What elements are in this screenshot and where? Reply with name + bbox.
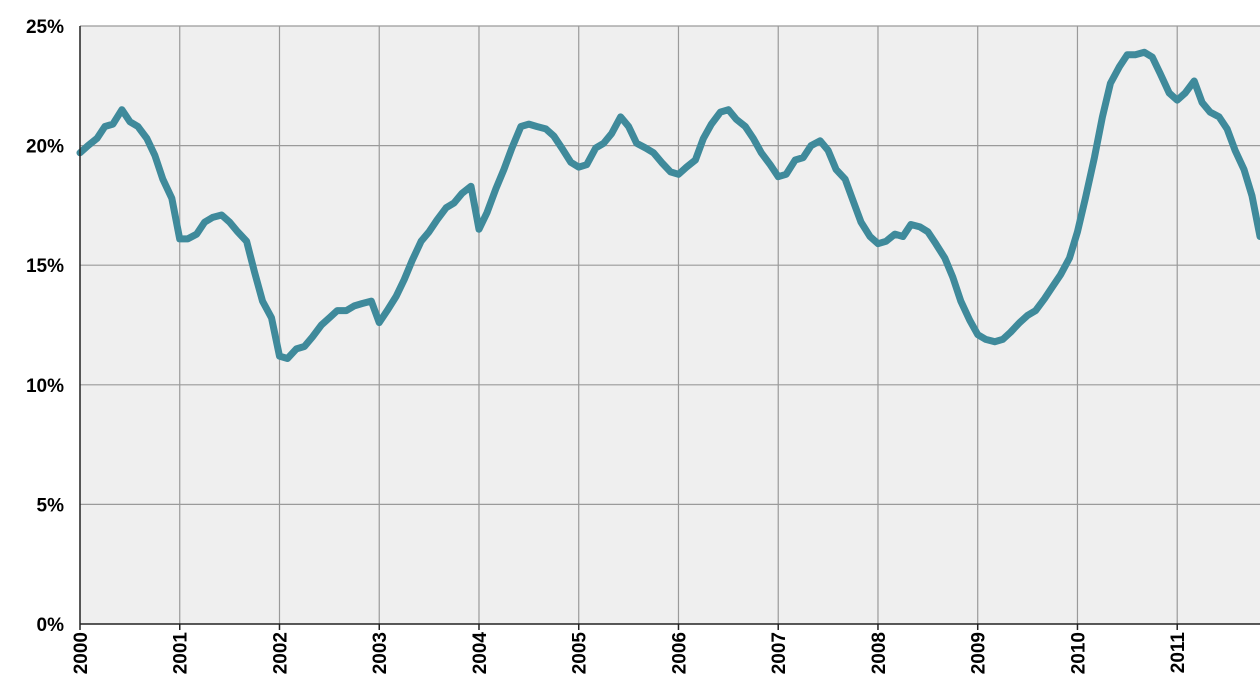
x-tick-label: 2000 — [71, 632, 92, 674]
x-tick-label: 2011 — [1168, 632, 1189, 674]
series-layer — [76, 48, 1260, 362]
x-tick-label: 2002 — [270, 632, 291, 674]
series-line — [76, 48, 1260, 362]
x-tick-label: 2010 — [1068, 632, 1089, 674]
y-tick-label: 0% — [37, 615, 65, 636]
axes — [79, 26, 1260, 630]
x-tick-label: 2006 — [669, 632, 690, 674]
plot-area — [80, 26, 1260, 624]
x-tick-label: 2005 — [570, 632, 591, 675]
gridlines — [80, 25, 1260, 624]
x-tick-label: 2004 — [470, 632, 491, 675]
y-tick-label: 5% — [37, 495, 65, 516]
x-tick-labels: 2000 2001 2002 2003 2004 2005 2006 2007 2008 2009… — [71, 632, 1189, 675]
x-tick-label: 2003 — [370, 632, 391, 674]
y-tick-label: 20% — [26, 137, 64, 158]
x-tick-label: 2008 — [869, 632, 890, 674]
y-tick-label: 10% — [26, 376, 64, 397]
y-tick-labels: 0% 5% 10% 15% 20% 25% — [26, 17, 64, 636]
x-tick-label: 2001 — [171, 632, 192, 675]
y-tick-label: 25% — [26, 17, 64, 38]
x-tick-label: 2007 — [769, 632, 790, 674]
x-tick-label: 2009 — [969, 632, 990, 674]
y-tick-label: 15% — [26, 256, 64, 277]
